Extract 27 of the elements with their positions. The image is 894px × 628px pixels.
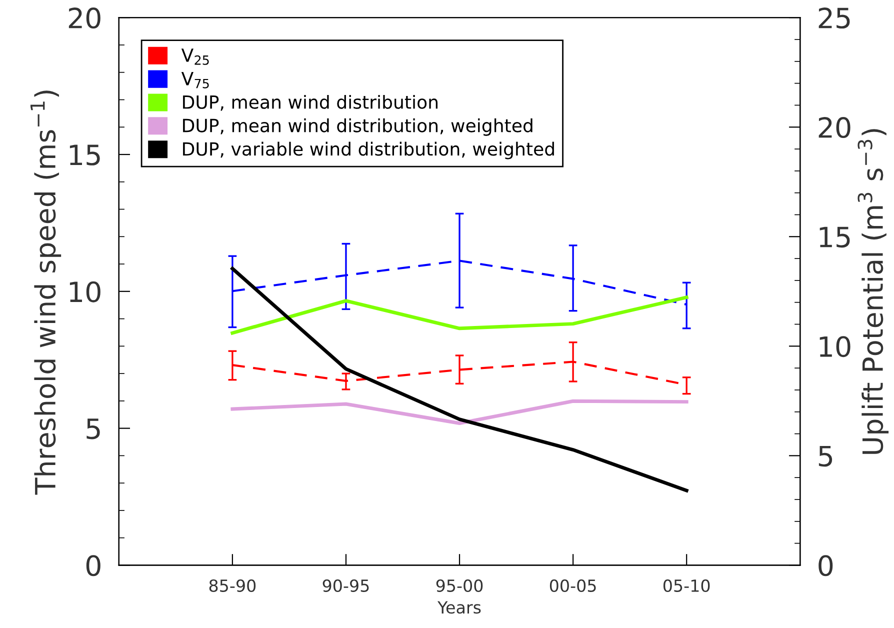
legend-label: V$_{25}$ — [181, 48, 209, 65]
legend-label: DUP, variable wind distribution, weighted — [183, 142, 554, 160]
y2-tick-label: 0 — [818, 555, 833, 576]
line-series — [230, 266, 688, 492]
y-tick-label: 15 — [70, 144, 100, 166]
y-tick-label: 0 — [86, 555, 100, 576]
y2-tick-label: 20 — [818, 117, 850, 138]
line-series — [230, 296, 688, 335]
x-tick-label: 85-90 — [209, 579, 256, 592]
legend-label: V$_{75}$ — [181, 72, 209, 88]
x-axis-title: Years — [437, 601, 481, 614]
line-series — [230, 399, 688, 425]
y-tick-label: 10 — [70, 281, 100, 302]
legend-label: DUP, mean wind distribution, weighted — [183, 118, 532, 136]
y2-tick-label: 15 — [820, 226, 850, 248]
y2-tick-label: 25 — [818, 8, 850, 29]
y-tick-label: 20 — [68, 8, 100, 29]
x-tick-label: 05-10 — [663, 579, 710, 592]
y2-tick-label: 10 — [820, 336, 850, 358]
y2-axis-title: Uplift Potential (m$^{3}$ s$^{−3}$) — [858, 129, 889, 454]
y-axis-title: Threshold wind speed (ms$^{−1}$) — [30, 90, 62, 495]
x-tick-label: 95-00 — [436, 579, 483, 592]
legend-label: DUP, mean wind distribution — [183, 94, 438, 111]
y2-tick-label: 5 — [818, 446, 832, 467]
x-tick-label: 90-95 — [322, 579, 369, 592]
y-tick-label: 5 — [86, 418, 100, 440]
x-tick-label: 00-05 — [550, 579, 596, 592]
